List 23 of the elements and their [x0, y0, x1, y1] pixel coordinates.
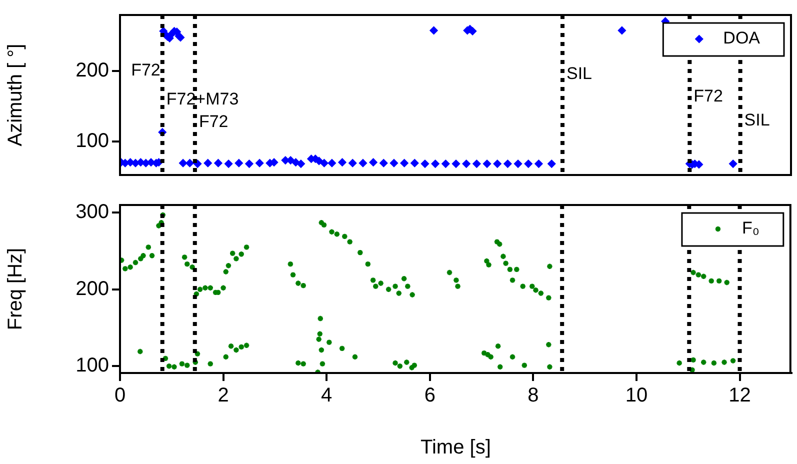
x-tick-label: 10: [625, 384, 648, 407]
y-tick-label: 200: [76, 278, 109, 300]
x-axis-title: Time [s]: [420, 436, 491, 459]
annotation: F72: [131, 60, 160, 80]
ref-line-label: F72+M73: [166, 89, 239, 108]
y-axis-title: Azimuth [ °]: [4, 44, 27, 146]
y-tick-label: 200: [76, 60, 109, 82]
x-tick-label: 8: [528, 384, 539, 407]
y-tick-label: 100: [76, 354, 109, 377]
y-tick-label: 100: [76, 130, 109, 152]
ref-line-label: SIL: [566, 64, 592, 83]
y-axis-title: Freq [Hz]: [4, 248, 27, 330]
legend-label: F₀: [742, 218, 760, 238]
y-tick-label: 300: [76, 201, 109, 224]
x-tick-label: 12: [728, 384, 751, 407]
x-tick-label: 2: [218, 384, 229, 407]
x-tick-label: 4: [321, 384, 332, 407]
ref-line-label: SIL: [744, 110, 770, 130]
ref-line-label: F72: [198, 112, 228, 131]
legend-label: DOA: [723, 28, 761, 48]
ref-line-label: F72: [694, 86, 723, 106]
x-tick-label: 0: [114, 384, 126, 407]
x-tick-label: 6: [424, 384, 436, 407]
